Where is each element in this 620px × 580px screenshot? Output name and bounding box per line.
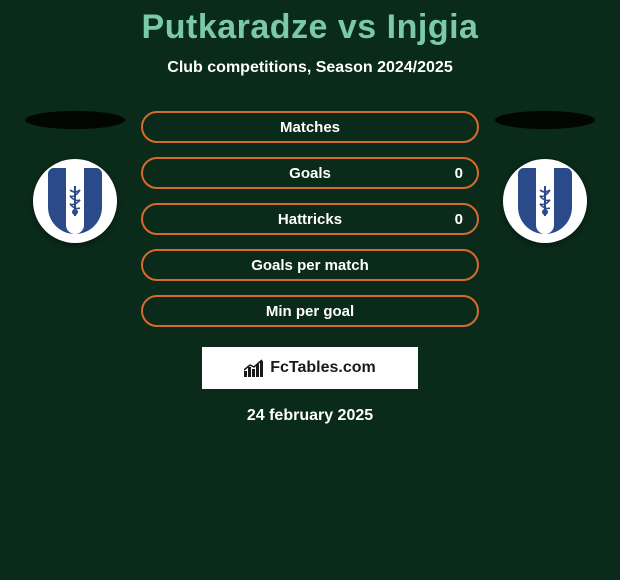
stat-value-right: 0 <box>455 165 463 182</box>
stat-row-goals: Goals 0 <box>141 157 479 189</box>
stat-label: Matches <box>143 119 477 136</box>
snake-staff-icon <box>68 186 82 216</box>
logo-text: FcTables.com <box>270 359 376 377</box>
stat-row-matches: Matches <box>141 111 479 143</box>
bar-chart-icon <box>244 359 264 377</box>
avatar-placeholder-right <box>495 111 595 129</box>
stat-row-goals-per-match: Goals per match <box>141 249 479 281</box>
shield-icon <box>518 168 572 234</box>
subtitle: Club competitions, Season 2024/2025 <box>0 59 620 77</box>
stat-value-right: 0 <box>455 211 463 228</box>
avatar-placeholder-left <box>25 111 125 129</box>
player-left-col <box>15 111 135 243</box>
snake-staff-icon <box>538 186 552 216</box>
content-row: Matches Goals 0 Hattricks 0 Goals per ma… <box>0 111 620 327</box>
stat-row-hattricks: Hattricks 0 <box>141 203 479 235</box>
stat-label: Min per goal <box>143 303 477 320</box>
club-badge-left <box>33 159 117 243</box>
stat-label: Hattricks <box>143 211 477 228</box>
stat-label: Goals per match <box>143 257 477 274</box>
date-text: 24 february 2025 <box>0 407 620 425</box>
shield-icon <box>48 168 102 234</box>
stat-row-min-per-goal: Min per goal <box>141 295 479 327</box>
fctables-logo[interactable]: FcTables.com <box>202 347 418 389</box>
player-right-col <box>485 111 605 243</box>
club-badge-right <box>503 159 587 243</box>
page-title: Putkaradze vs Injgia <box>0 8 620 47</box>
stat-label: Goals <box>143 165 477 182</box>
comparison-card: Putkaradze vs Injgia Club competitions, … <box>0 0 620 425</box>
stats-column: Matches Goals 0 Hattricks 0 Goals per ma… <box>135 111 485 327</box>
